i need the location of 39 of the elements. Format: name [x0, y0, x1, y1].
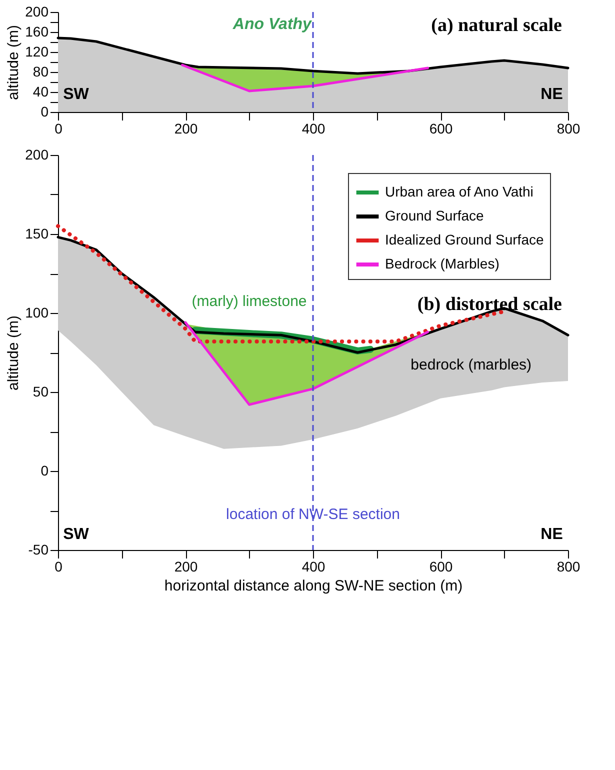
annotation: NE — [540, 86, 564, 103]
x-tick-label: 0 — [54, 558, 63, 574]
text: (b) distorted scale — [417, 294, 562, 316]
chart-title: (a) natural scale — [431, 15, 562, 36]
x-tick-label: 0 — [54, 120, 63, 136]
x-tick-label: 200 — [174, 120, 198, 136]
y-axis-title: altitude (m) — [5, 315, 22, 391]
y-tick-label: 150 — [25, 226, 49, 242]
y-tick-label: 100 — [25, 304, 49, 320]
annotation: (marly) limestone — [192, 293, 307, 310]
ref-line-label: location of NW-SE section — [226, 506, 400, 523]
y-tick-label: 0 — [40, 104, 49, 120]
y-tick-label: 160 — [25, 24, 49, 40]
y-tick-label: 40 — [32, 84, 49, 100]
x-axis-title: horizontal distance along SW-NE section (m) — [164, 578, 463, 594]
y-tick-label: 50 — [32, 384, 49, 400]
y-axis-title: altitude (m) — [5, 24, 22, 100]
x-tick-label: 200 — [174, 558, 198, 574]
y-tick-label: 0 — [40, 462, 49, 478]
y-tick-label: 80 — [32, 64, 49, 80]
x-tick-label: 600 — [429, 558, 453, 574]
legend-label: Ground Surface — [385, 208, 484, 224]
x-tick-label: 800 — [556, 120, 580, 136]
y-tick-label: -50 — [28, 542, 49, 558]
legend-label: Bedrock (Marbles) — [385, 256, 500, 272]
x-tick-label: 600 — [429, 120, 453, 136]
legend-label: Idealized Ground Surface — [385, 232, 544, 248]
annotation: NE — [540, 526, 564, 544]
x-tick-label: 400 — [302, 558, 326, 574]
y-tick-label: 200 — [25, 146, 49, 162]
x-tick-label: 400 — [302, 120, 326, 136]
annotation: SW — [63, 526, 90, 544]
y-tick-label: 120 — [25, 44, 49, 60]
x-tick-label: 800 — [556, 558, 580, 574]
annotation: Ano Vathy — [232, 16, 313, 33]
annotation: bedrock (marbles) — [410, 356, 532, 374]
y-tick-label: 200 — [25, 4, 49, 20]
annotation: SW — [63, 86, 90, 103]
legend-label: Urban area of Ano Vathi — [385, 184, 534, 200]
